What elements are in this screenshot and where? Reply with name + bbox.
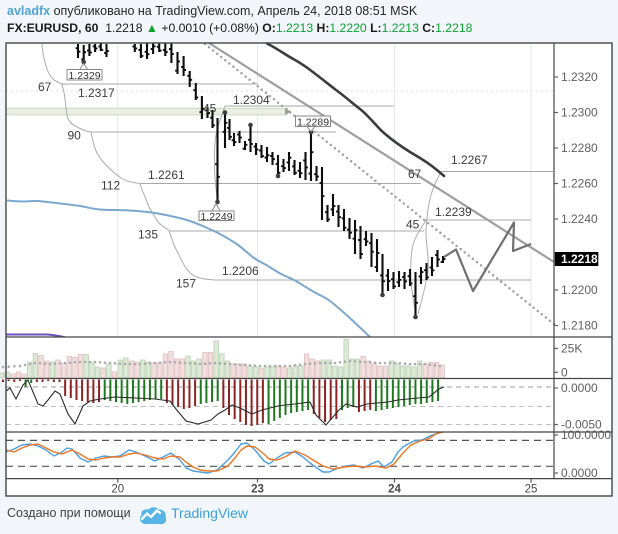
svg-text:45: 45 xyxy=(406,218,420,232)
svg-text:1.2300: 1.2300 xyxy=(561,106,598,120)
svg-text:0.0000: 0.0000 xyxy=(561,466,598,480)
svg-text:25K: 25K xyxy=(561,342,582,356)
svg-text:24: 24 xyxy=(388,484,401,496)
svg-text:1.2261: 1.2261 xyxy=(148,168,185,182)
svg-text:157: 157 xyxy=(176,277,196,291)
svg-text:112: 112 xyxy=(101,179,120,193)
svg-text:1.2180: 1.2180 xyxy=(561,319,598,333)
svg-text:1.2329: 1.2329 xyxy=(68,70,100,82)
svg-text:100.0000: 100.0000 xyxy=(561,428,611,442)
svg-text:1.2206: 1.2206 xyxy=(222,264,259,278)
svg-text:20: 20 xyxy=(111,484,124,496)
svg-text:0: 0 xyxy=(561,366,568,380)
svg-text:1.2280: 1.2280 xyxy=(561,141,598,155)
svg-text:1.2260: 1.2260 xyxy=(561,177,598,191)
svg-text:1.2317: 1.2317 xyxy=(78,86,115,100)
svg-text:0.0000: 0.0000 xyxy=(561,381,598,395)
svg-text:1.2304: 1.2304 xyxy=(233,93,270,107)
svg-text:90: 90 xyxy=(68,129,82,143)
svg-text:25: 25 xyxy=(525,484,538,496)
svg-text:1.2267: 1.2267 xyxy=(451,153,488,167)
svg-text:1.2289: 1.2289 xyxy=(297,116,329,128)
svg-text:67: 67 xyxy=(408,167,422,181)
svg-text:1.2200: 1.2200 xyxy=(561,283,598,297)
svg-text:1.2218: 1.2218 xyxy=(561,252,598,266)
svg-text:23: 23 xyxy=(251,484,264,496)
svg-text:45: 45 xyxy=(203,102,217,116)
svg-text:67: 67 xyxy=(38,80,52,94)
svg-text:1.2239: 1.2239 xyxy=(435,205,472,219)
svg-text:1.2320: 1.2320 xyxy=(561,70,598,84)
svg-text:135: 135 xyxy=(138,228,158,242)
svg-text:1.2240: 1.2240 xyxy=(561,212,598,226)
svg-text:-0.0050: -0.0050 xyxy=(561,418,602,432)
svg-text:1.2249: 1.2249 xyxy=(200,211,232,223)
